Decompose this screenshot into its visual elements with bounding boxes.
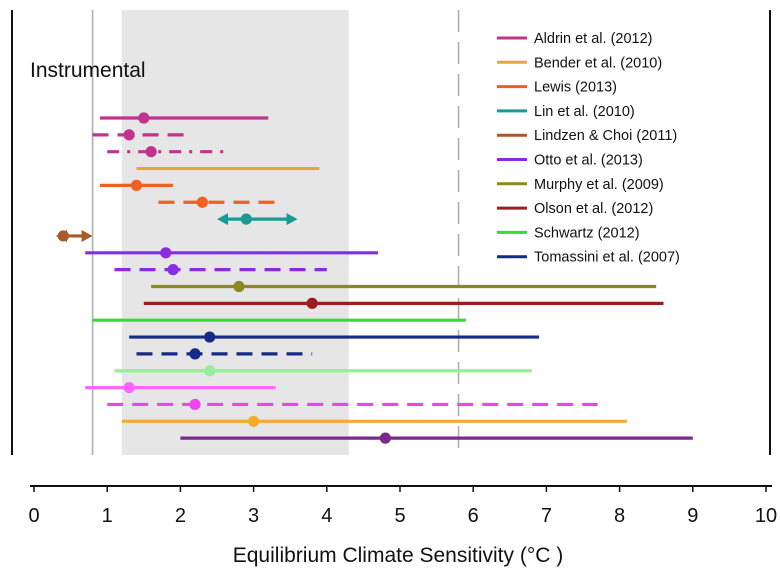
x-tick-label-7: 7 (541, 505, 552, 527)
instrumental-shaded-band (121, 10, 349, 455)
best-estimate-point-17 (123, 382, 135, 394)
range-row-3 (107, 146, 225, 158)
best-estimate-point-12 (306, 297, 318, 309)
x-tick-label-0: 0 (28, 505, 39, 527)
legend-label-5: Lindzen & Choi (2011) (534, 128, 677, 144)
x-axis: 0 1 2 3 4 5 6 7 8 9 10 (28, 485, 777, 527)
best-estimate-point-9 (160, 247, 172, 259)
best-estimate-point-5 (130, 179, 143, 191)
legend-label-6: Otto et al. (2013) (534, 153, 643, 169)
legend-entry-3: Lewis (2013) (497, 80, 617, 96)
x-axis-title: Equilibrium Climate Sensitivity (°C ) (233, 544, 563, 567)
instrumental-label: Instrumental (30, 59, 146, 82)
best-estimate-point-3 (145, 146, 157, 158)
legend-entry-10: Tomassini et al. (2007) (497, 250, 680, 266)
best-estimate-point-6 (196, 196, 208, 208)
x-tick-label-2: 2 (175, 505, 186, 527)
best-estimate-point-7 (240, 213, 252, 225)
range-row-19 (121, 415, 627, 427)
legend-entry-5: Lindzen & Choi (2011) (497, 128, 677, 144)
legend-entry-9: Schwartz (2012) (497, 225, 640, 241)
legend-label-8: Olson et al. (2012) (534, 201, 653, 217)
best-estimate-point-20 (379, 432, 391, 444)
range-row-14 (129, 331, 540, 343)
x-tick-label-10: 10 (755, 505, 777, 527)
range-row-15 (136, 348, 313, 360)
sensitivity-ranges (55, 112, 693, 444)
best-estimate-point-16 (204, 365, 216, 377)
x-tick-label-5: 5 (394, 505, 405, 527)
range-row-1 (99, 112, 269, 124)
range-row-7 (217, 213, 298, 226)
shaded-band (121, 10, 349, 455)
reference-lines (91, 10, 460, 455)
best-estimate-point-2 (123, 129, 135, 141)
range-row-5 (99, 179, 174, 191)
plot-frame (11, 10, 771, 455)
legend-entry-6: Otto et al. (2013) (497, 153, 643, 169)
legend-entry-2: Bender et al. (2010) (497, 55, 662, 71)
range-arrow-left-7 (217, 213, 228, 226)
range-row-10 (114, 264, 327, 276)
x-tick-label-1: 1 (102, 505, 113, 527)
range-row-12 (143, 297, 664, 309)
range-arrow-right-7 (286, 213, 298, 226)
best-estimate-point-10 (167, 264, 179, 276)
x-tick-label-9: 9 (687, 505, 698, 527)
x-tick-label-8: 8 (614, 505, 625, 527)
legend-entry-4: Lin et al. (2010) (497, 104, 635, 120)
range-row-9 (85, 247, 379, 259)
range-row-18 (107, 398, 598, 411)
range-row-20 (180, 432, 693, 444)
legend-label-2: Bender et al. (2010) (534, 55, 662, 71)
best-estimate-point-19 (248, 415, 260, 427)
best-estimate-point-8 (57, 230, 69, 242)
legend-entry-7: Murphy et al. (2009) (497, 177, 664, 193)
legend-label-3: Lewis (2013) (534, 80, 617, 96)
x-tick-label-4: 4 (321, 505, 332, 527)
range-row-6 (158, 196, 283, 208)
legend-entry-1: Aldrin et al. (2012) (497, 31, 652, 47)
best-estimate-point-1 (138, 112, 150, 124)
best-estimate-point-15 (189, 348, 201, 360)
legend-label-7: Murphy et al. (2009) (534, 177, 664, 193)
legend-label-4: Lin et al. (2010) (534, 104, 635, 120)
legend-label-10: Tomassini et al. (2007) (534, 250, 680, 266)
legend-entry-8: Olson et al. (2012) (497, 201, 653, 217)
legend: Aldrin et al. (2012) Bender et al. (2010)… (497, 31, 680, 266)
legend-label-1: Aldrin et al. (2012) (534, 31, 652, 47)
x-tick-label-3: 3 (248, 505, 259, 527)
best-estimate-point-14 (204, 331, 216, 343)
range-arrow-right-8 (81, 229, 93, 242)
best-estimate-point-11 (233, 280, 245, 293)
range-row-2 (92, 129, 188, 141)
range-row-11 (151, 280, 657, 293)
range-row-16 (114, 365, 532, 377)
best-estimate-point-18 (189, 398, 201, 411)
x-tick-label-6: 6 (468, 505, 479, 527)
range-row-17 (85, 382, 276, 394)
range-row-8 (55, 229, 93, 242)
legend-label-9: Schwartz (2012) (534, 225, 640, 241)
